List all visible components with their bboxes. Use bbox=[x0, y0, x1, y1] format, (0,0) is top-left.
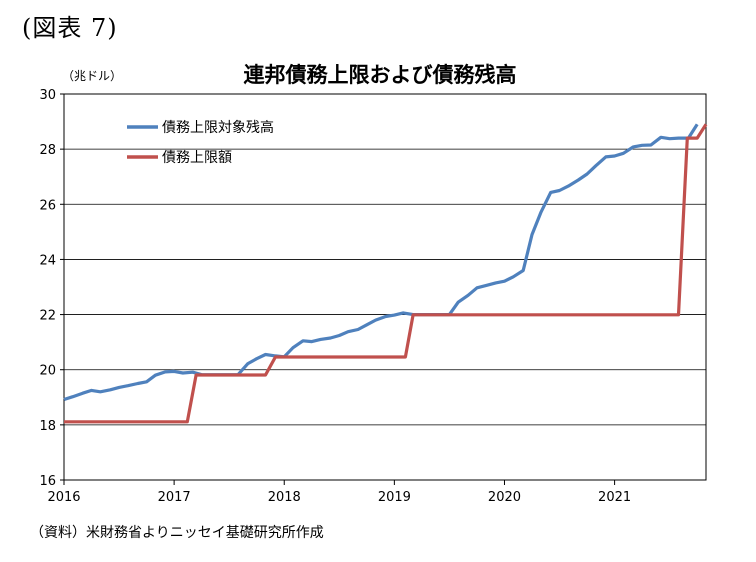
series-line-2 bbox=[64, 123, 708, 424]
x-tick-label: 2016 bbox=[47, 490, 80, 505]
series-lines bbox=[63, 123, 708, 424]
series-line-1 bbox=[63, 123, 699, 402]
x-tick-label: 2020 bbox=[488, 490, 521, 505]
figure-label: (図表 7) bbox=[22, 14, 118, 42]
plot-area bbox=[63, 93, 707, 481]
x-axis-ticks: 2016 2017 2018 2019 2020 2021 bbox=[47, 480, 631, 505]
y-tick-label: 28 bbox=[39, 143, 56, 158]
chart-title: 連邦債務上限および債務残高 bbox=[244, 63, 517, 87]
y-tick-label: 16 bbox=[39, 474, 56, 489]
y-tick-label: 30 bbox=[39, 88, 56, 103]
y-tick-label: 26 bbox=[39, 198, 56, 213]
x-tick-label: 2019 bbox=[378, 490, 411, 505]
y-axis-label: （兆ドル） bbox=[62, 69, 122, 83]
y-axis-ticks: 16 18 20 22 24 26 28 30 bbox=[39, 88, 64, 489]
source-note: （資料）米財務省よりニッセイ基礎研究所作成 bbox=[30, 525, 324, 541]
legend-label-2: 債務上限額 bbox=[162, 150, 232, 166]
x-tick-label: 2021 bbox=[598, 490, 631, 505]
y-tick-label: 22 bbox=[39, 309, 56, 324]
y-tick-label: 20 bbox=[39, 364, 56, 379]
x-tick-label: 2017 bbox=[158, 490, 191, 505]
x-tick-label: 2018 bbox=[268, 490, 301, 505]
y-tick-label: 24 bbox=[39, 253, 56, 268]
y-tick-label: 18 bbox=[39, 419, 56, 434]
legend-label-1: 債務上限対象残高 bbox=[162, 119, 274, 136]
